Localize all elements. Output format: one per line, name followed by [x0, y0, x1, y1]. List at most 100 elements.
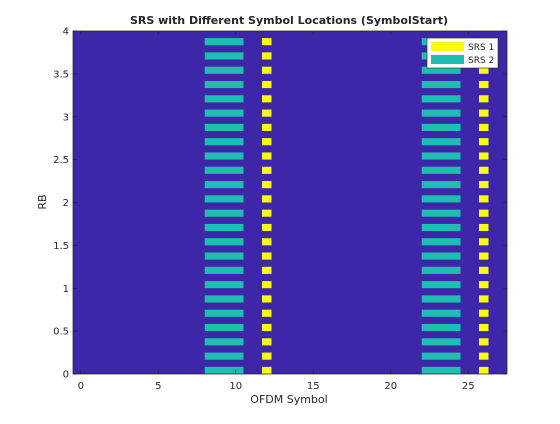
legend-label: SRS 1	[468, 43, 494, 53]
srs-stripe	[204, 338, 244, 346]
srs-stripe	[204, 295, 244, 303]
y-tick-label: 1.5	[53, 241, 69, 252]
srs-stripe	[262, 323, 272, 332]
srs-stripe	[204, 38, 244, 46]
srs-stripe	[262, 152, 272, 160]
x-axis-label: OFDM Symbol	[250, 393, 327, 406]
srs-stripe	[204, 52, 244, 60]
legend-label: SRS 2	[468, 56, 494, 66]
srs-stripe	[421, 109, 461, 117]
srs-stripe	[421, 152, 461, 160]
srs-stripe	[262, 181, 272, 189]
srs-stripe	[479, 309, 489, 317]
y-tick-label: 2.5	[53, 155, 69, 166]
x-tick-label: 10	[229, 381, 242, 392]
plot-background	[73, 31, 507, 374]
srs-stripe	[479, 109, 489, 117]
srs-stripe	[262, 52, 272, 60]
srs-stripe	[204, 323, 244, 332]
srs-stripe	[479, 295, 489, 303]
srs-stripe	[421, 281, 461, 289]
srs-stripe	[421, 66, 461, 74]
srs-stripe	[479, 323, 489, 332]
srs-stripe	[479, 209, 489, 217]
srs-stripe	[262, 366, 272, 374]
y-tick-label: 3	[63, 112, 69, 123]
y-tick-label: 1	[63, 284, 69, 295]
srs-stripe	[204, 152, 244, 160]
srs-stripe	[262, 123, 272, 131]
srs-stripe	[262, 352, 272, 360]
x-tick-label: 25	[462, 381, 475, 392]
srs-stripe	[421, 295, 461, 303]
srs-stripe	[479, 123, 489, 131]
y-tick-label: 2	[63, 198, 69, 209]
x-tick-label: 15	[307, 381, 320, 392]
srs-stripe	[421, 238, 461, 246]
srs-stripe	[479, 352, 489, 360]
srs-stripe	[421, 138, 461, 146]
y-tick-label: 0.5	[53, 327, 69, 338]
legend-swatch	[431, 42, 464, 51]
srs-stripe	[262, 138, 272, 146]
srs-stripe	[421, 266, 461, 274]
srs-stripe	[204, 366, 244, 374]
srs-stripe	[479, 366, 489, 374]
srs-stripe	[204, 352, 244, 360]
y-tick-label: 4	[63, 27, 69, 38]
srs-stripe	[204, 195, 244, 203]
srs-stripe	[262, 266, 272, 274]
srs-stripe	[262, 309, 272, 317]
srs-stripe	[479, 166, 489, 174]
srs-stripe	[479, 195, 489, 203]
srs-stripe	[262, 281, 272, 289]
srs-stripe	[262, 338, 272, 346]
srs-stripe	[204, 80, 244, 89]
srs-stripe	[479, 266, 489, 274]
srs-stripe	[204, 223, 244, 232]
x-tick-label: 5	[155, 381, 161, 392]
srs-stripe	[204, 252, 244, 260]
srs-stripe	[421, 366, 461, 374]
srs-stripe	[262, 80, 272, 89]
chart-title: SRS with Different Symbol Locations (Sym…	[130, 14, 448, 27]
srs-stripe	[262, 238, 272, 246]
srs-stripe	[262, 252, 272, 260]
srs-stripe	[204, 181, 244, 189]
srs-stripe	[204, 166, 244, 174]
y-tick-label: 3.5	[53, 69, 69, 80]
srs-stripe	[204, 138, 244, 146]
srs-stripe	[421, 352, 461, 360]
srs-stripe	[421, 338, 461, 346]
srs-stripe	[479, 252, 489, 260]
srs-stripe	[421, 123, 461, 131]
srs-stripe	[479, 281, 489, 289]
srs-stripe	[479, 138, 489, 146]
srs-stripe	[262, 109, 272, 117]
x-tick-label: 20	[384, 381, 397, 392]
srs-stripe	[421, 323, 461, 332]
srs-stripe	[479, 80, 489, 89]
srs-stripe	[204, 123, 244, 131]
srs-stripe	[262, 195, 272, 203]
y-tick-label: 0	[63, 370, 69, 381]
y-axis-label: RB	[36, 194, 49, 209]
legend-swatch	[431, 55, 464, 64]
srs-stripe	[262, 209, 272, 217]
srs-stripe	[421, 209, 461, 217]
srs-stripe	[421, 195, 461, 203]
srs-stripe	[262, 166, 272, 174]
x-tick-label: 0	[78, 381, 84, 392]
srs-stripe	[204, 109, 244, 117]
srs-stripe	[479, 66, 489, 74]
srs-stripe	[421, 252, 461, 260]
srs-stripe	[421, 309, 461, 317]
srs-stripe	[204, 281, 244, 289]
srs-stripe	[479, 95, 489, 103]
srs-stripe	[421, 80, 461, 89]
srs-stripe	[204, 309, 244, 317]
srs-stripe	[204, 238, 244, 246]
srs-stripe	[479, 223, 489, 232]
